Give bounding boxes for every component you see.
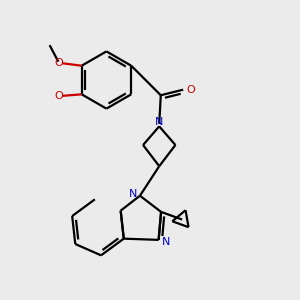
Text: O: O — [54, 91, 63, 101]
Text: N: N — [155, 117, 164, 127]
Text: N: N — [129, 190, 137, 200]
Text: O: O — [54, 58, 63, 68]
Text: N: N — [162, 237, 170, 248]
Text: O: O — [187, 85, 195, 95]
